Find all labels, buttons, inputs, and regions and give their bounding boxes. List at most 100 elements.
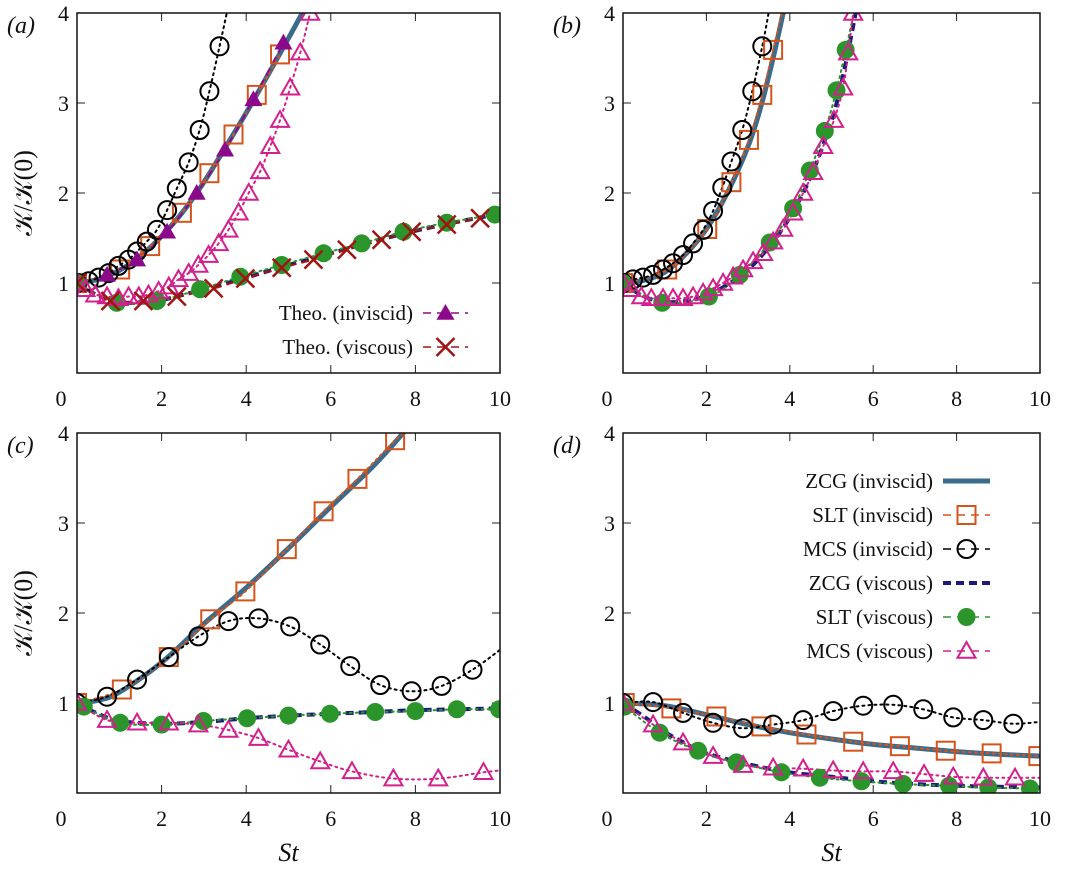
series-line-theo_inv [106,42,285,276]
data-point-mcs_visc [227,201,250,221]
data-point-mcs_inv [653,259,674,280]
data-point-mcs_visc [792,757,814,777]
legend-label: ZCG (inviscid) [805,469,933,493]
data-point-mcs_inv [752,36,773,57]
data-point-mcs_inv [883,694,904,715]
data-point-mcs_visc [167,268,190,288]
data-point-mcs_visc [672,731,694,751]
data-point-mcs_inv [633,267,654,288]
y-tick-label: 1 [58,691,69,716]
data-point-mcs_visc [147,280,170,299]
series-line-mcs_visc [77,702,500,781]
legend-label: Theo. (inviscid) [279,301,413,325]
x-tick-label: 2 [156,806,167,831]
panel-label: (a) [7,13,35,39]
plot-area [623,691,1040,793]
data-point-slt_visc [810,768,829,787]
data-point-mcs_visc [187,713,210,733]
data-point-mcs_visc [802,161,824,181]
data-point-theo_visc [371,229,392,250]
legend: Theo. (inviscid) Theo. (viscous) [279,301,468,359]
x-tick-label: 6 [868,806,879,831]
data-point-mcs_visc [623,271,634,291]
data-point-mcs_inv [199,81,220,102]
data-point-mcs_visc [782,201,804,221]
x-tick-label: 4 [784,386,795,411]
x-tick-label: 8 [951,806,962,831]
x-tick-label: 10 [489,386,511,411]
data-point-mcs_inv [158,647,179,668]
y-tick-label: 3 [604,511,615,536]
data-point-mcs_inv [97,686,118,707]
legend-label: MCS (viscous) [806,639,933,663]
data-point-mcs_inv [712,177,733,198]
x-tick-label: 2 [701,806,712,831]
x-tick-label: 8 [410,386,421,411]
data-point-mcs_inv [673,245,694,266]
data-point-theo_inv [98,265,117,282]
data-point-mcs_visc [299,13,321,21]
data-point-slt_inv [889,736,910,757]
y-tick-label: 4 [58,421,69,446]
data-point-slt_visc [940,776,959,793]
x-tick-label: 10 [1029,386,1051,411]
data-point-theo_inv [244,90,263,107]
data-point-mcs_visc [277,738,300,758]
legend-label: Theo. (viscous) [282,335,413,359]
y-axis-label: 𝒦/𝒦(0) [9,150,38,236]
series-line-slt_inv [623,702,1040,758]
data-point-slt_inv [796,724,817,745]
y-tick-label: 4 [58,1,69,26]
data-point-mcs_inv [280,616,301,637]
data-point-mcs_visc [197,244,220,263]
data-point-mcs_inv [823,701,844,722]
data-point-mcs_visc [117,285,140,305]
x-tick-label: 10 [489,806,511,831]
data-point-mcs_visc [702,277,724,297]
data-point-theo_inv [158,222,177,239]
data-point-theo_inv [274,33,293,50]
data-point-theo_inv [216,140,235,157]
y-tick-label: 3 [604,91,615,116]
data-point-mcs_visc [269,109,291,128]
legend: ZCG (inviscid) SLT (inviscid) MCS (invisci… [803,469,990,663]
data-point-mcs_inv [108,255,129,276]
data-point-mcs_visc [882,760,904,780]
data-point-mcs_visc [126,711,148,731]
series-line-slt_inv [77,53,282,284]
x-tick-label: 0 [56,386,67,411]
data-point-mcs_visc [77,691,88,711]
data-point-slt_visc [231,267,250,286]
data-point-mcs_visc [427,767,449,787]
data-point-mcs_inv [683,233,704,254]
data-point-mcs_inv [853,695,874,716]
data-point-mcs_inv [703,712,724,733]
data-point-mcs_inv [462,659,483,680]
data-point-theo_visc [470,208,491,229]
panel-label: (d) [553,433,581,459]
x-tick-label: 0 [602,386,613,411]
data-point-mcs_inv [721,151,742,172]
data-point-slt_visc [314,244,333,263]
legend-marker-filled-circle-icon [957,608,976,626]
data-point-slt_inv [1028,746,1040,767]
data-point-slt_inv [738,129,759,150]
x-tick-label: 0 [602,806,613,831]
data-point-slt_inv [935,740,956,761]
data-point-mcs_visc [832,76,854,96]
data-point-mcs_inv [157,200,178,221]
data-point-slt_visc [490,700,500,719]
plot-frame [76,432,501,794]
data-point-slt_inv [235,581,256,602]
data-point-mcs_visc [207,232,230,252]
data-point-slt_inv [276,539,297,560]
data-point-mcs_visc [309,750,331,770]
legend-entry: MCS (viscous) [806,639,990,663]
data-point-slt_visc [650,723,669,742]
data-point-mcs_inv [340,656,361,677]
data-point-slt_visc [279,706,298,725]
series-line-mcs_inv [77,13,228,284]
x-tick-label: 4 [241,386,252,411]
data-point-mcs_visc [341,760,363,780]
